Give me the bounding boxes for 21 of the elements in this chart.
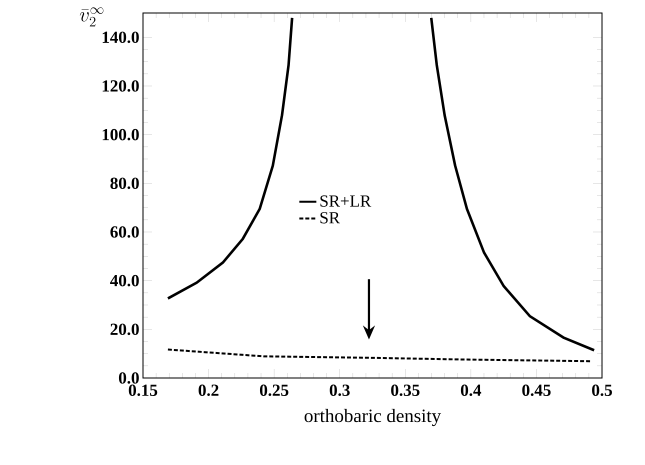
legend-label: SR+LR	[320, 195, 372, 207]
y-tick-label: 60.0	[110, 226, 139, 238]
line-series	[166, 348, 592, 362]
y-tick-label: 80.0	[110, 178, 139, 190]
y-tick-label: 120.0	[102, 80, 139, 92]
y-tick-label: 140.0	[102, 32, 139, 44]
x-tick-label: 0.35	[391, 384, 420, 396]
x-tick-label: 0.5	[592, 384, 612, 396]
x-tick-label: 0.25	[260, 384, 288, 396]
x-tick-label: 0.3	[330, 384, 350, 396]
legend-label: SR	[320, 212, 340, 224]
x-tick-label: 0.45	[522, 384, 551, 396]
y-tick-label: 40.0	[110, 274, 139, 286]
x-tick-label: 0.2	[198, 384, 218, 396]
y-tick-label: 0.0	[118, 372, 139, 384]
y-axis-title: $\bar{v}_2^{\infty}$	[80, 7, 104, 26]
x-tick-label: 0.15	[128, 384, 158, 396]
y-tick-label: 100.0	[102, 128, 139, 140]
y-tick-label: 20.0	[110, 324, 139, 336]
x-tick-label: 0.4	[460, 384, 482, 396]
x-axis-title: orthobaric density	[304, 408, 442, 426]
